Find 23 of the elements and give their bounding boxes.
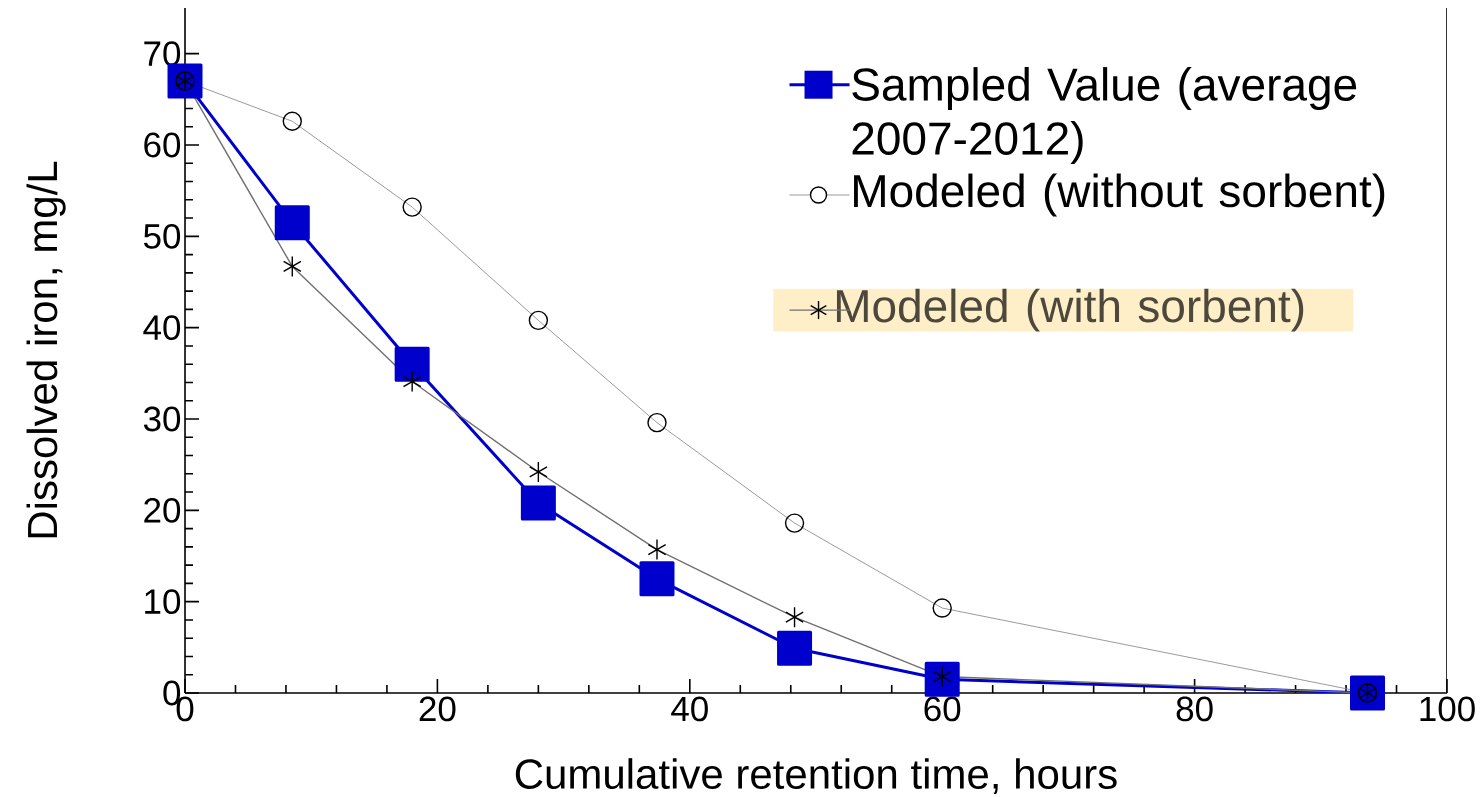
point	[639, 561, 675, 597]
y-axis-title: Dissolved iron, mg/L	[26, 161, 66, 538]
y-tick-label: 20	[144, 497, 181, 523]
point	[394, 346, 430, 382]
y-tick-label: 30	[143, 406, 181, 432]
y-tick-label: 60	[144, 132, 181, 158]
point	[777, 630, 813, 666]
x-tick-label: 20	[419, 696, 456, 722]
legend-label: Sampled Value (average 2007-2012)	[852, 66, 1357, 164]
y-tick-label: 40	[143, 315, 181, 340]
y-tick-label: 10	[145, 589, 181, 614]
x-tick-label: 80	[1176, 696, 1213, 722]
y-tick-label: 50	[143, 223, 181, 249]
legend-label: Modeled (without sorbent)	[854, 173, 1385, 217]
point	[924, 661, 960, 697]
y-tick-label: 70	[144, 41, 181, 66]
point	[274, 204, 310, 240]
point	[520, 485, 556, 521]
legend-label: Modeled (with sorbent)	[836, 288, 1304, 332]
x-tick-label: 60	[924, 696, 961, 722]
x-tick-label: 100	[1420, 696, 1475, 722]
x-axis-title: Cumulative retention time, hours	[515, 758, 1117, 794]
x-tick-label: 40	[671, 696, 708, 722]
